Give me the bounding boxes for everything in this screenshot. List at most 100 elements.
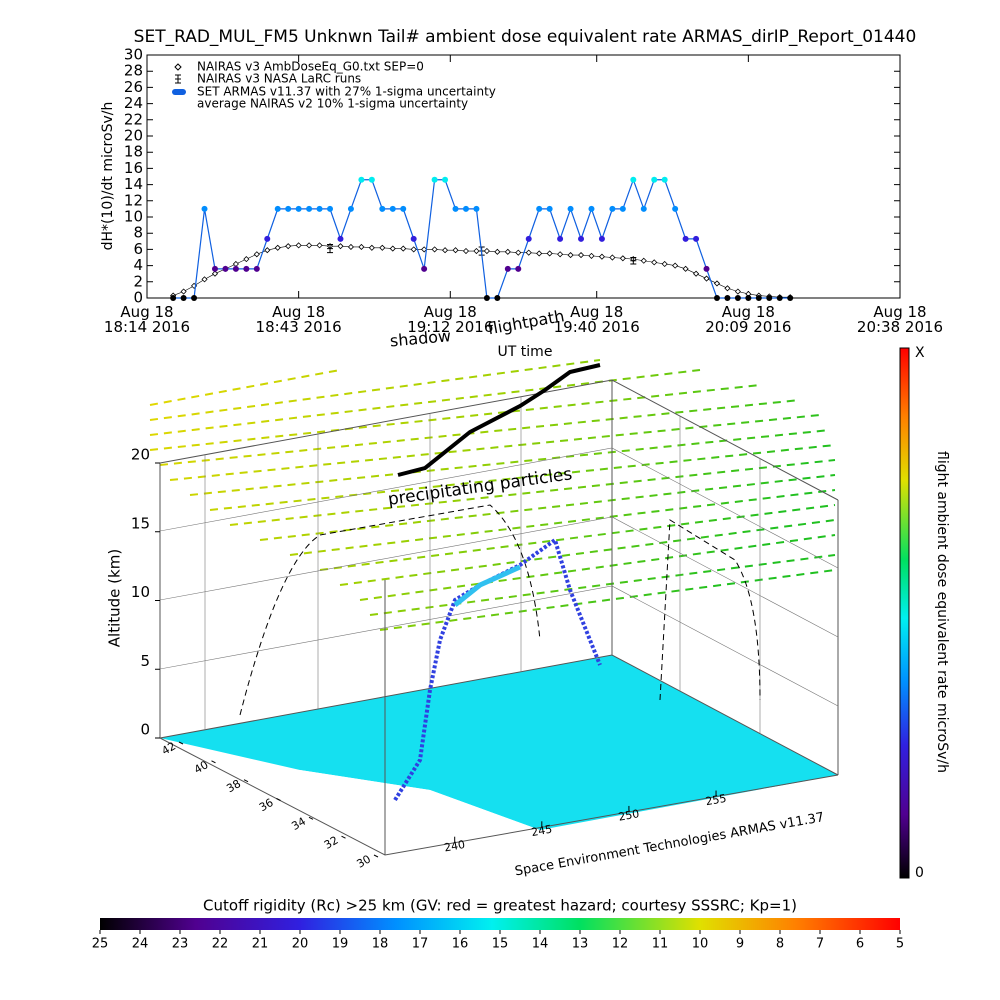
y-tick-label: 36 <box>257 796 276 814</box>
point <box>347 205 354 212</box>
y-tick-label: 38 <box>224 777 243 795</box>
point <box>473 205 480 212</box>
point <box>274 244 281 251</box>
y-tick-label: 10 <box>124 208 143 226</box>
point <box>253 265 260 272</box>
point <box>243 256 250 263</box>
point <box>295 205 302 212</box>
point <box>504 265 511 272</box>
point <box>672 205 679 212</box>
point <box>211 265 218 272</box>
series: SET ARMAS v11.37 with 27% 1-sigma uncert… <box>170 85 794 301</box>
point <box>640 205 647 212</box>
rigidity-colorbar <box>100 918 900 930</box>
y-tick <box>243 779 249 783</box>
x-tick-label: 255 <box>704 792 727 808</box>
colorbar-tick-label: 23 <box>172 937 189 952</box>
colorbar-tick-label: 16 <box>452 937 469 952</box>
point <box>703 265 710 272</box>
y-tick-label: 6 <box>133 240 143 258</box>
colorbar-tick-label: 19 <box>332 937 349 952</box>
point <box>619 205 626 212</box>
legend-symbol <box>174 63 182 71</box>
point <box>525 235 532 242</box>
x-axis-label: UT time <box>498 344 553 360</box>
point <box>337 235 344 242</box>
point <box>232 265 239 272</box>
colorbar-tick-label: 8 <box>776 937 784 952</box>
y-tick-label: 12 <box>124 191 143 209</box>
shadow-path <box>239 504 541 716</box>
point <box>337 243 344 250</box>
x-tick-label: Aug 18 18:14 2016 <box>103 303 191 336</box>
plot-3d <box>149 359 839 856</box>
point <box>619 255 626 262</box>
point <box>285 205 292 212</box>
point <box>431 246 438 253</box>
y-tick-label: 4 <box>133 256 143 274</box>
point <box>651 176 658 183</box>
point <box>410 235 417 242</box>
point <box>389 205 396 212</box>
chart-title: SET_RAD_MUL_FM5 Unknwn Tail# ambient dos… <box>134 27 917 47</box>
point <box>191 295 198 301</box>
point <box>347 243 355 251</box>
y-tick-label: 16 <box>124 159 143 177</box>
point <box>316 205 323 212</box>
point <box>379 205 386 212</box>
z-tick-label: 10 <box>131 583 150 601</box>
y-axis-label: dH*(10)/dt microSv/h <box>100 102 116 251</box>
colorbar-tick-label: 17 <box>412 937 429 952</box>
point <box>494 295 501 301</box>
flightpath <box>397 363 601 477</box>
z-axis-label: Altitude (km) <box>106 549 124 647</box>
point <box>358 176 365 183</box>
y-tick-label: 30 <box>124 46 143 64</box>
point <box>546 205 553 212</box>
point <box>316 242 323 249</box>
colorbar-title: Cutoff rigidity (Rc) >25 km (GV: red = g… <box>203 897 797 915</box>
point <box>588 205 595 212</box>
colorbar-tick-label: 22 <box>212 937 229 952</box>
point <box>180 295 187 301</box>
point <box>672 262 679 269</box>
map-land <box>160 655 838 830</box>
y-tick-label: 34 <box>289 815 308 833</box>
colorbar-tick-label: 24 <box>132 937 149 952</box>
point <box>274 205 281 212</box>
point <box>170 295 177 301</box>
z-tick-label: 5 <box>140 652 150 670</box>
colorbar-tick-label: 10 <box>692 937 709 952</box>
x-tick-label: 240 <box>443 838 466 854</box>
y-tick-label: 22 <box>124 110 143 128</box>
point <box>452 205 459 212</box>
point <box>661 176 668 183</box>
y-tick <box>308 816 314 820</box>
point <box>515 249 522 256</box>
colorbar-tick-label: 20 <box>292 937 309 952</box>
point <box>243 265 250 272</box>
y-tick-label: 20 <box>124 127 143 145</box>
x-tick-label: Aug 18 19:12 2016 <box>407 303 494 336</box>
point <box>253 251 260 258</box>
flight-track <box>453 564 522 607</box>
point <box>745 295 752 301</box>
point <box>651 259 658 266</box>
y-tick-label: 32 <box>322 834 341 852</box>
x-tick-label: Aug 18 20:09 2016 <box>705 303 792 336</box>
colorbar-tick-label: 9 <box>736 937 744 952</box>
y-tick-label: 26 <box>124 78 143 96</box>
point <box>400 245 407 252</box>
point <box>588 252 595 259</box>
point <box>713 280 721 287</box>
colorbar-tick-label: 15 <box>492 937 509 952</box>
point <box>734 288 741 295</box>
y-tick-label: 42 <box>159 739 178 757</box>
x-tick-label: 245 <box>530 823 553 839</box>
legend-symbol <box>175 74 181 84</box>
y-tick-label: 30 <box>354 852 373 870</box>
point <box>473 247 480 255</box>
z-tick-label: 15 <box>131 514 150 532</box>
point <box>222 265 229 272</box>
point <box>295 242 302 249</box>
